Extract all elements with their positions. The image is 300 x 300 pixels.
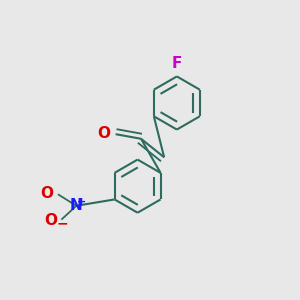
- Text: +: +: [77, 196, 86, 207]
- Text: N: N: [70, 198, 83, 213]
- Text: O: O: [97, 125, 110, 140]
- Text: O: O: [41, 186, 54, 201]
- Text: −: −: [57, 217, 68, 231]
- Text: F: F: [172, 56, 182, 70]
- Text: O: O: [44, 213, 57, 228]
